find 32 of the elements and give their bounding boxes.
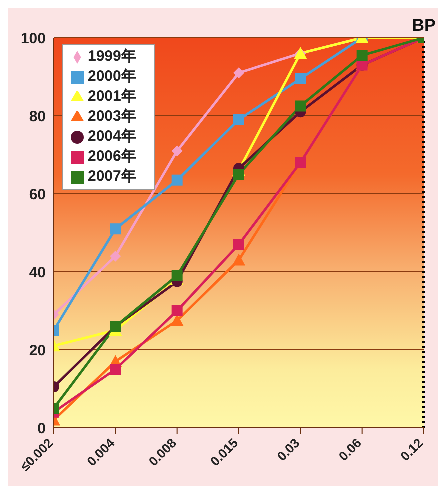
legend-label: 2007年 — [88, 168, 136, 185]
y-tick-label: 0 — [38, 420, 46, 438]
ref-line-label: BP — [412, 16, 436, 35]
y-tick-label: 20 — [29, 342, 46, 360]
legend-label: 1999年 — [88, 48, 136, 65]
legend-label: 2001年 — [88, 88, 136, 105]
point — [234, 239, 244, 250]
y-tick-label: 40 — [29, 264, 46, 282]
legend-label: 2006年 — [88, 148, 136, 165]
point — [234, 68, 244, 79]
x-tick-label: 0.03 — [274, 436, 303, 464]
point — [110, 364, 122, 375]
legend-label: 2004年 — [88, 128, 136, 145]
point — [234, 114, 244, 126]
point — [172, 146, 183, 157]
point — [234, 169, 244, 180]
x-tick-label: 0.06 — [336, 436, 364, 464]
point — [110, 224, 122, 235]
y-tick-label: 100 — [20, 30, 46, 48]
legend-label: 2000年 — [88, 68, 136, 85]
point — [356, 50, 368, 62]
point — [172, 174, 183, 186]
y-tick-label: 60 — [29, 186, 46, 204]
point — [295, 73, 306, 84]
legend-label: 2003年 — [88, 108, 136, 125]
point — [172, 306, 183, 316]
point — [295, 100, 306, 112]
point — [172, 270, 183, 282]
point — [110, 250, 122, 262]
x-tick-label: 0.12 — [398, 436, 426, 464]
point — [232, 254, 246, 266]
y-tick-label: 80 — [29, 108, 46, 126]
